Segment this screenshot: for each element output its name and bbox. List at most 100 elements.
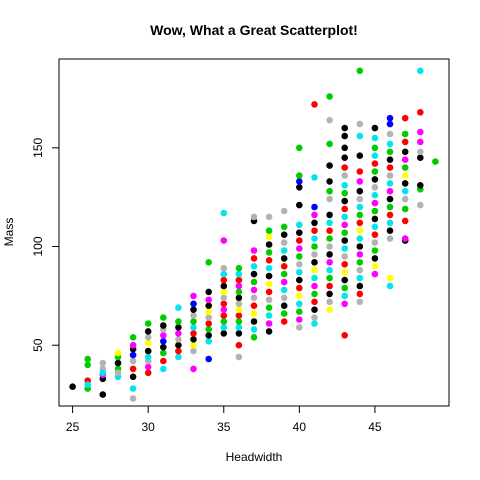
data-point: [341, 261, 349, 268]
data-point: [401, 180, 409, 187]
data-point: [326, 274, 333, 282]
data-point: [432, 158, 439, 165]
data-point: [326, 282, 333, 290]
data-point: [341, 229, 349, 236]
data-point: [265, 264, 273, 272]
data-point: [220, 209, 228, 217]
data-point: [129, 385, 137, 392]
data-point: [296, 221, 303, 229]
data-point: [129, 395, 137, 402]
data-point: [250, 334, 258, 341]
data-point: [326, 187, 333, 195]
data-point: [296, 253, 303, 260]
y-axis-label: Mass: [2, 218, 16, 247]
data-point: [265, 296, 273, 304]
data-point: [280, 207, 288, 215]
data-point: [220, 237, 228, 244]
data-point: [250, 247, 258, 254]
data-point: [326, 162, 333, 169]
data-point: [386, 114, 394, 122]
plot-frame: [58, 58, 450, 407]
data-point: [371, 168, 379, 175]
data-point: [326, 211, 333, 219]
data-point: [371, 247, 379, 254]
y-tick-label: 100: [31, 236, 45, 256]
data-point: [401, 138, 409, 146]
data-point: [175, 341, 182, 349]
data-point: [235, 312, 243, 319]
data-point: [417, 182, 424, 189]
data-point: [341, 284, 349, 292]
data-point: [356, 187, 364, 195]
data-point: [69, 383, 76, 391]
data-point: [341, 132, 349, 140]
data-point: [341, 213, 349, 221]
data-point: [144, 369, 152, 377]
data-point: [160, 357, 167, 365]
data-point: [296, 229, 303, 236]
data-point: [341, 197, 349, 205]
data-point: [371, 263, 379, 270]
data-point: [356, 266, 364, 274]
data-point: [235, 300, 243, 308]
data-point: [250, 318, 258, 325]
data-point: [265, 320, 273, 327]
data-point: [265, 312, 273, 319]
data-point: [386, 140, 394, 148]
data-point: [386, 282, 394, 290]
data-point: [326, 298, 333, 306]
data-point: [250, 302, 258, 310]
data-point: [401, 148, 409, 156]
x-tick-label: 35: [217, 420, 231, 434]
data-point: [341, 221, 349, 229]
data-point: [401, 205, 409, 213]
data-point: [296, 276, 303, 284]
data-point: [175, 324, 182, 331]
data-point: [326, 178, 333, 185]
data-point: [341, 237, 349, 244]
data-point: [205, 338, 212, 345]
data-point: [296, 324, 303, 331]
data-point: [341, 205, 349, 213]
data-point: [129, 341, 137, 349]
data-point: [371, 184, 379, 191]
data-point: [326, 235, 333, 242]
data-point: [220, 330, 228, 337]
data-point: [401, 187, 409, 195]
data-point: [235, 282, 243, 290]
data-point: [356, 290, 364, 298]
data-point: [144, 320, 152, 327]
data-point: [296, 300, 303, 308]
data-point: [371, 152, 379, 159]
data-point: [265, 227, 273, 234]
data-point: [341, 144, 349, 152]
data-point: [280, 231, 288, 238]
data-point: [371, 176, 379, 183]
data-point: [401, 130, 409, 138]
data-point: [250, 213, 258, 221]
data-point: [356, 235, 364, 242]
data-point: [190, 347, 197, 355]
data-points: [69, 67, 439, 402]
data-point: [326, 116, 333, 124]
data-point: [371, 223, 379, 231]
data-point: [401, 235, 409, 242]
data-point: [311, 290, 318, 298]
data-point: [371, 144, 379, 152]
data-point: [311, 235, 318, 242]
data-point: [386, 219, 394, 227]
data-point: [311, 211, 318, 219]
data-point: [205, 296, 212, 304]
data-point: [220, 318, 228, 325]
data-point: [160, 314, 167, 321]
data-point: [417, 138, 424, 146]
data-point: [160, 332, 167, 339]
data-point: [265, 249, 273, 256]
data-point: [311, 314, 318, 321]
data-point: [371, 215, 379, 223]
data-point: [265, 288, 273, 296]
data-point: [250, 294, 258, 302]
data-point: [311, 243, 318, 250]
data-point: [235, 341, 243, 349]
